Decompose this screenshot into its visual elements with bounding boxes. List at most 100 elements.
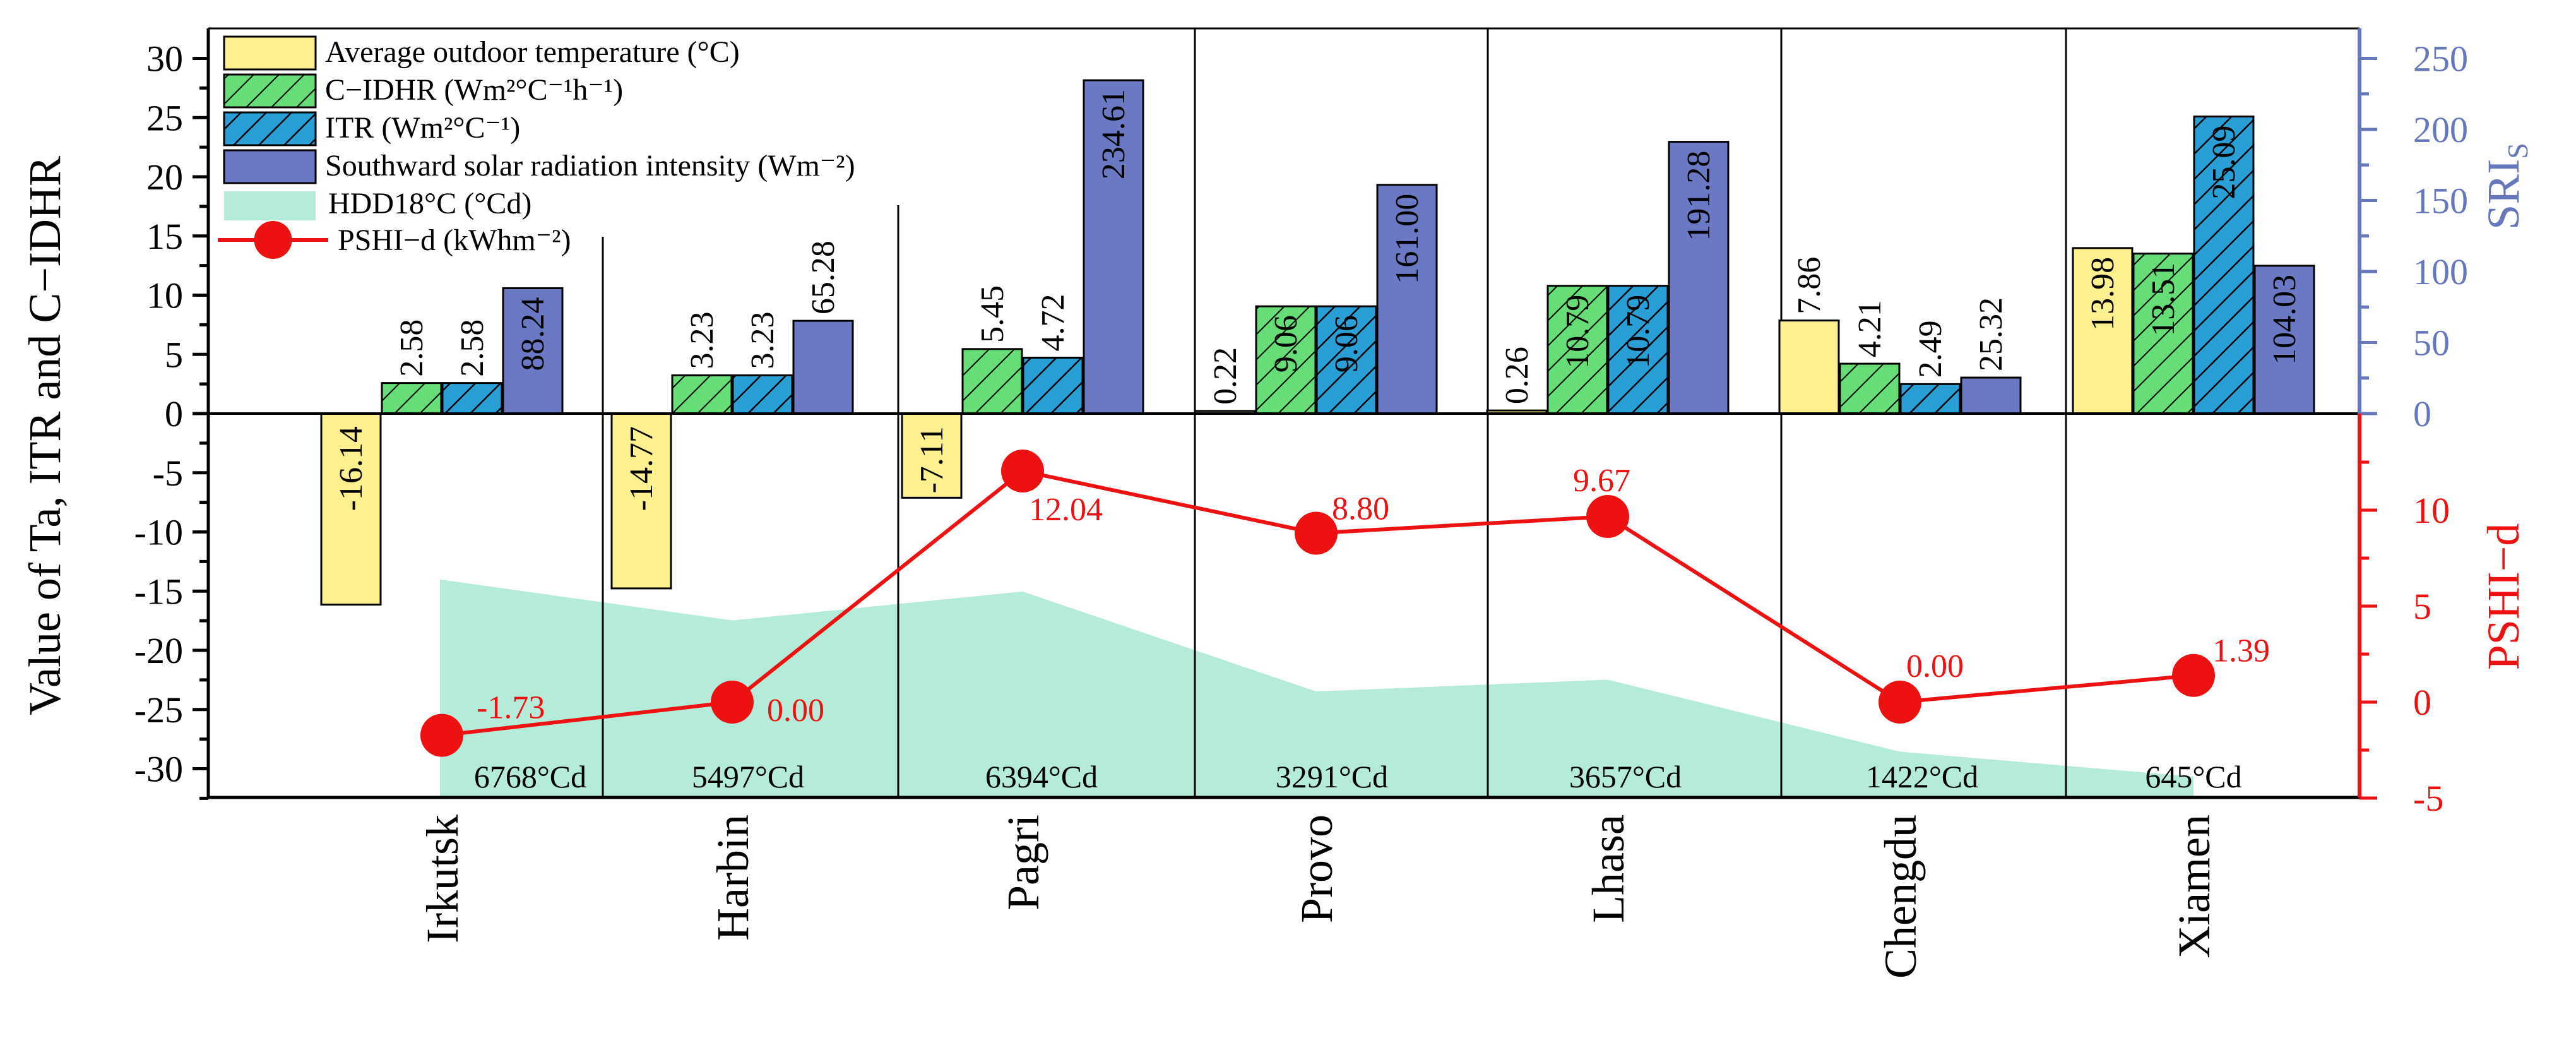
legend: Average outdoor temperature (°C) C−IDHR (… xyxy=(218,35,855,259)
bar-sri xyxy=(2253,265,2315,415)
bar-value-label: 2.49 xyxy=(1913,320,1949,378)
bar-itr xyxy=(2193,116,2255,415)
legend-label: HDD18°C (°Cd) xyxy=(328,187,531,220)
left-axis-tick-label: 20 xyxy=(146,157,183,198)
sri-axis-tick-label: 100 xyxy=(2413,251,2468,292)
left-axis-tick-label: -20 xyxy=(134,630,183,671)
bar-sri xyxy=(1960,376,2022,415)
bar-sri xyxy=(1376,184,1438,415)
bar-value-label: 5.45 xyxy=(975,285,1011,343)
bar-value-label: 13.51 xyxy=(2146,263,2181,337)
bar-value-label: 65.28 xyxy=(805,241,841,314)
bar-temperature xyxy=(320,412,382,606)
sri-axis-tick-label: 250 xyxy=(2413,39,2468,80)
sri-title-main: SRI xyxy=(2478,159,2529,230)
pshi-point xyxy=(1879,681,1921,724)
pshi-axis-tick-label: 0 xyxy=(2413,682,2431,723)
bar-value-label: -14.77 xyxy=(624,426,660,511)
hdd-area-layer xyxy=(440,579,2193,797)
bar-itr xyxy=(732,374,793,415)
bar-value-label: -7.11 xyxy=(914,426,950,493)
pshi-axis-tick-label: 10 xyxy=(2413,490,2450,531)
legend-swatch-hdd xyxy=(224,191,316,220)
bar-cidhr xyxy=(1255,305,1317,415)
pshi-value-label: -1.73 xyxy=(477,690,545,726)
right-axis-pshi: 10 5 0 -5 xyxy=(2358,414,2450,819)
bar-itr xyxy=(441,382,503,415)
right-axis-pshi-title: PSHI−d xyxy=(2478,523,2529,671)
left-axis-tick-label: -30 xyxy=(134,749,183,790)
pshi-value-label: 9.67 xyxy=(1573,463,1630,499)
pshi-value-label: 1.39 xyxy=(2212,633,2270,669)
pshi-point xyxy=(1295,511,1338,555)
bar-temperature xyxy=(901,412,963,499)
left-axis-tick-label: -10 xyxy=(134,512,183,553)
bar-value-label: 2.58 xyxy=(394,319,430,377)
pshi-line-layer: -1.73 0.00 12.04 8.80 9.67 0.00 1.39 xyxy=(420,449,2270,757)
bar-value-label: 4.21 xyxy=(1852,300,1888,357)
pshi-point xyxy=(420,713,463,757)
legend-label: Southward solar radiation intensity (Wm⁻… xyxy=(325,149,855,182)
bar-value-label: 3.23 xyxy=(745,311,781,369)
plot-frame xyxy=(206,27,2359,799)
bar-sri xyxy=(792,319,854,415)
bar-itr xyxy=(1022,357,1084,415)
bar-itr xyxy=(1315,305,1377,415)
left-axis-tick-label: 5 xyxy=(165,334,183,375)
bar-value-label: 3.23 xyxy=(684,311,720,369)
sri-title-sub: S xyxy=(2502,143,2534,159)
bar-value-label: 2.58 xyxy=(454,319,490,377)
bar-temperature xyxy=(2072,247,2134,415)
bar-cidhr xyxy=(1546,285,1608,415)
left-axis: 30 25 20 15 10 5 0 -5 -10 -15 -20 -25 -30 xyxy=(134,39,208,800)
sri-axis-tick-label: 150 xyxy=(2413,181,2468,222)
hdd-value-label: 6394°Cd xyxy=(985,759,1098,794)
left-axis-tick-label: 10 xyxy=(146,275,183,316)
left-axis-tick-label: 0 xyxy=(165,393,183,434)
bar-temperature xyxy=(1778,319,1840,415)
pshi-point xyxy=(1001,449,1044,492)
bar-value-label: 104.03 xyxy=(2267,275,2303,365)
category-label: Pagri xyxy=(998,814,1048,910)
bar-value-label: 0.26 xyxy=(1499,347,1535,404)
bar-itr xyxy=(1899,383,1961,415)
left-axis-tick-label: -25 xyxy=(134,689,183,731)
bar-value-label: 88.24 xyxy=(515,297,551,371)
legend-swatch xyxy=(223,111,317,146)
bar-value-label: 161.00 xyxy=(1389,194,1425,284)
hdd-labels: 6768°Cd 5497°Cd 6394°Cd 3291°Cd 3657°Cd 1422°… xyxy=(474,759,2242,794)
bar-value-label: 9.06 xyxy=(1329,315,1365,373)
pshi-value-label: 0.00 xyxy=(1906,648,1964,684)
pshi-point xyxy=(711,681,754,724)
left-axis-tick-label: 25 xyxy=(146,97,183,138)
pshi-axis-tick-label: 5 xyxy=(2413,586,2431,627)
sri-axis-tick-label: 200 xyxy=(2413,109,2468,150)
legend-swatch xyxy=(223,35,317,71)
legend-swatch xyxy=(223,149,317,184)
left-axis-title: Value of Ta, ITR and C−IDHR xyxy=(20,156,70,715)
pshi-value-label: 12.04 xyxy=(1029,492,1103,528)
right-axis-sri: 250 200 150 100 50 0 xyxy=(2358,28,2468,434)
bar-value-label: 10.79 xyxy=(1620,295,1656,369)
category-label: Chengdu xyxy=(1875,814,1926,979)
hdd-value-label: 5497°Cd xyxy=(692,759,804,794)
category-label: Xiamen xyxy=(2169,814,2219,958)
legend-label: Average outdoor temperature (°C) xyxy=(325,35,740,69)
category-label: Lhasa xyxy=(1583,814,1634,923)
bar-value-label: 7.86 xyxy=(1791,257,1827,314)
hdd-value-label: 1422°Cd xyxy=(1866,759,1978,794)
sri-axis-tick-label: 50 xyxy=(2413,323,2450,364)
legend-label: C−IDHR (Wm²°C⁻¹h⁻¹) xyxy=(325,73,623,107)
bar-value-label: -16.14 xyxy=(333,426,369,511)
bar-value-label: 9.06 xyxy=(1268,315,1304,373)
bar-cidhr xyxy=(961,348,1023,415)
bar-value-label: 4.72 xyxy=(1035,294,1071,352)
left-axis-tick-label: -15 xyxy=(134,571,183,612)
bar-cidhr xyxy=(671,374,733,415)
bar-sri xyxy=(502,287,564,415)
legend-label: ITR (Wm²°C⁻¹) xyxy=(325,111,520,145)
pshi-value-label: 0.00 xyxy=(767,693,824,729)
bar-cidhr xyxy=(381,382,442,415)
bar-value-label: 0.22 xyxy=(1208,347,1243,405)
